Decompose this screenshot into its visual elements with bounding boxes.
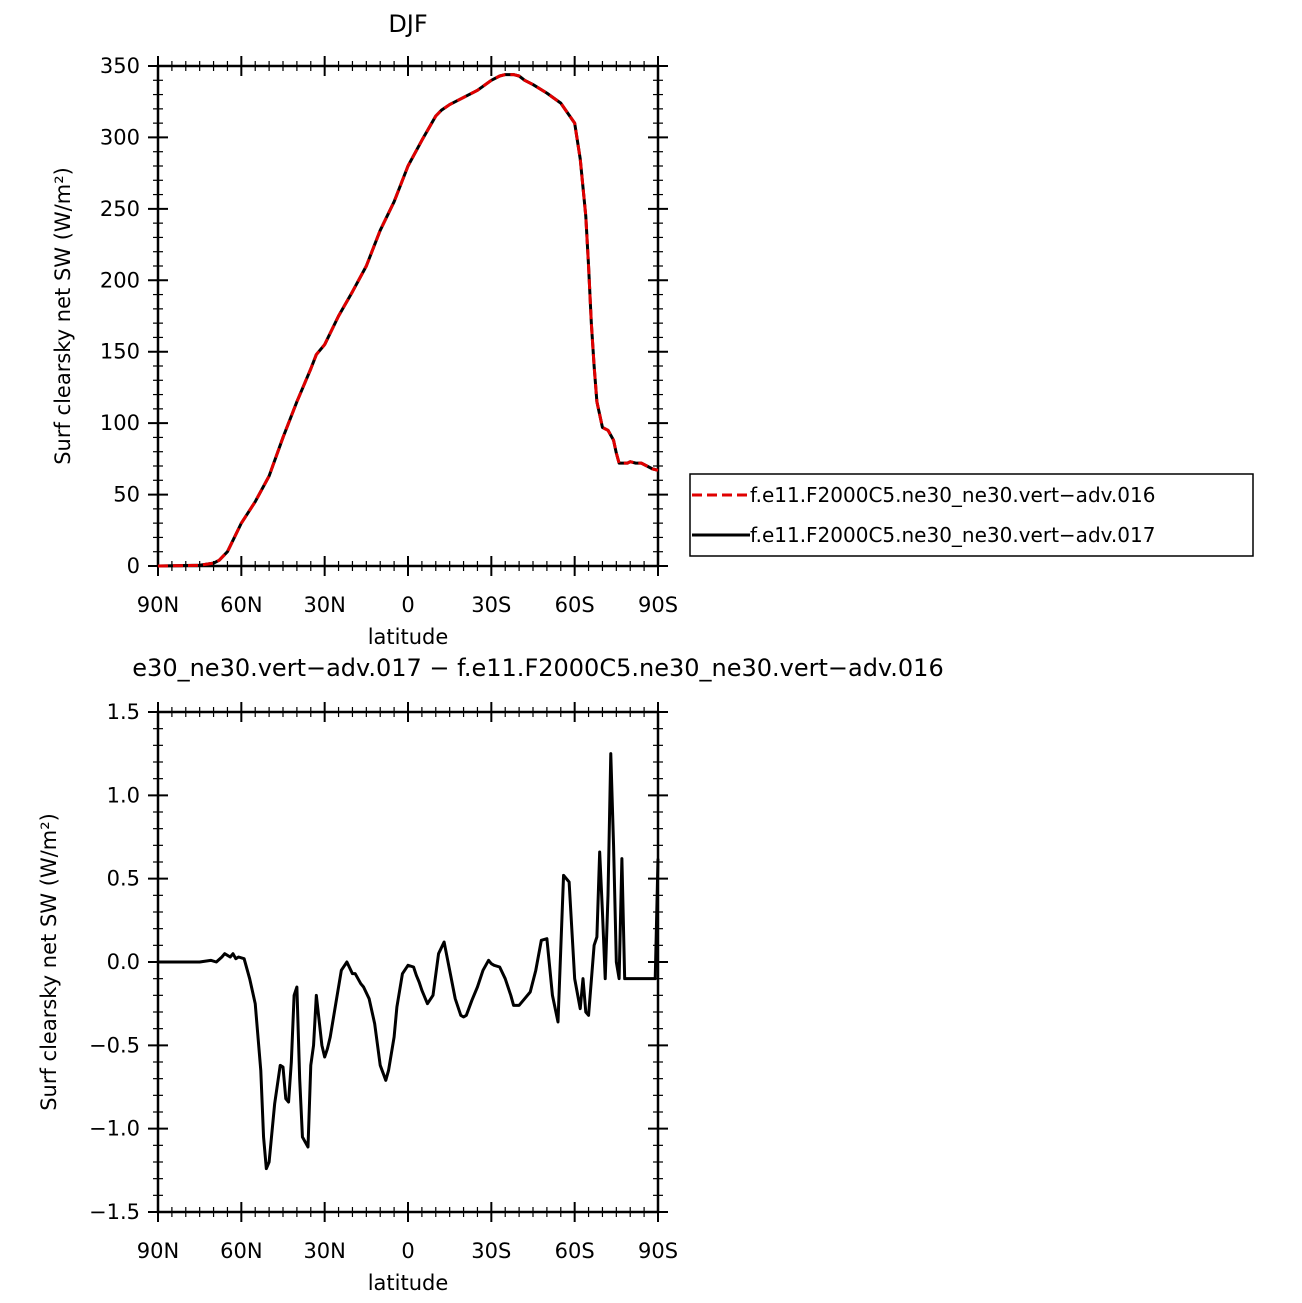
series-line-0 [157,73,659,568]
legend-label-017: f.e11.F2000C5.ne30_ne30.vert−adv.017 [750,523,1155,547]
x-tick-label: 0 [401,593,414,617]
top-panel: DJF 0 50 100 150 200 250 300 350 90N 60N 30N 0 30S 6… [51,10,678,649]
series-line-0 [158,752,660,1171]
y-tick-label: −1.5 [89,1200,140,1224]
legend-label-016: f.e11.F2000C5.ne30_ne30.vert−adv.016 [750,483,1155,507]
bottom-plot-frame [156,710,660,1214]
x-tick-label: 30N [303,593,345,617]
y-tick-label: 0 [127,554,140,578]
x-tick-label: 0 [401,1239,414,1263]
legend-box [689,473,1254,557]
y-tick-label: 100 [100,411,140,435]
x-tick-label: 60S [555,1239,595,1263]
bottom-series-lines [158,752,660,1171]
y-tick-label: 50 [113,483,140,507]
top-plot-frame [156,64,660,568]
top-x-axis: 90N 60N 30N 0 30S 60S 90S [137,56,678,617]
y-tick-label: 300 [100,125,140,149]
series-line-1 [157,73,659,568]
bottom-y-axis-label: Surf clearsky net SW (W/m²) [37,813,61,1111]
top-y-axis: 0 50 100 150 200 250 300 350 [100,54,668,578]
y-tick-label: −0.5 [89,1033,140,1057]
bottom-chart-title: e30_ne30.vert−adv.017 − f.e11.F2000C5.ne… [132,654,943,682]
top-series-lines [157,73,659,568]
top-chart-title: DJF [388,10,427,38]
x-tick-label: 30N [303,1239,345,1263]
y-tick-label: 200 [100,268,140,292]
bottom-x-axis: 90N 60N 30N 0 30S 60S 90S [137,702,678,1263]
y-tick-label: 350 [100,54,140,78]
x-tick-label: 60N [220,1239,262,1263]
y-tick-label: 250 [100,197,140,221]
x-tick-label: 30S [471,1239,511,1263]
y-tick-label: 1.5 [107,700,140,724]
y-tick-label: −1.0 [89,1117,140,1141]
bottom-x-axis-label: latitude [368,1271,449,1295]
x-tick-label: 60S [555,593,595,617]
y-tick-label: 0.0 [107,950,140,974]
y-tick-label: 0.5 [107,867,140,891]
top-y-axis-label: Surf clearsky net SW (W/m²) [51,167,75,465]
x-tick-label: 90S [638,593,678,617]
y-tick-label: 150 [100,340,140,364]
x-tick-label: 60N [220,593,262,617]
x-tick-label: 90N [137,593,179,617]
x-tick-label: 30S [471,593,511,617]
y-tick-label: 1.0 [107,783,140,807]
x-tick-label: 90S [638,1239,678,1263]
top-x-axis-label: latitude [368,625,449,649]
bottom-panel: e30_ne30.vert−adv.017 − f.e11.F2000C5.ne… [37,654,944,1295]
x-tick-label: 90N [137,1239,179,1263]
legend: f.e11.F2000C5.ne30_ne30.vert−adv.016 f.e… [689,473,1254,557]
